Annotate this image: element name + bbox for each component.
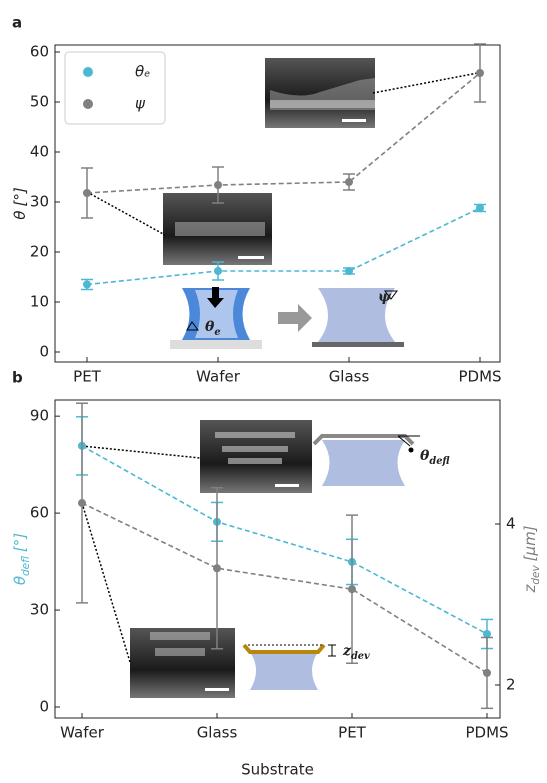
y2-tick-label: 2 — [506, 675, 516, 693]
annotation: θdefl — [420, 448, 450, 467]
figure: a0102030405060PETWaferGlassPDMSθ[°]θₑψθe… — [0, 0, 547, 783]
inset-image — [163, 193, 272, 265]
annotation: ψ — [378, 289, 392, 305]
marker — [476, 69, 484, 77]
inset-image — [200, 420, 312, 493]
marker — [345, 267, 353, 275]
x-tick-label: PDMS — [465, 724, 508, 742]
y-axis-label-unit: [°] — [11, 187, 29, 206]
y-axis-label: θdefl [°] — [11, 533, 33, 585]
x-tick-label: Wafer — [196, 368, 241, 386]
y-axis-label-symbol: θ — [11, 211, 29, 220]
y2-tick-label: 4 — [506, 514, 516, 532]
y-tick-label: 60 — [30, 504, 49, 522]
y-tick-label: 30 — [30, 601, 49, 619]
inset-image — [130, 628, 235, 698]
y2-axis-label: zdev[μm] — [521, 525, 543, 593]
marker — [348, 585, 356, 593]
legend-label: ψ — [135, 95, 146, 113]
marker — [483, 669, 491, 677]
y-tick-label: 60 — [30, 43, 49, 61]
marker — [213, 564, 221, 572]
legend-label: θₑ — [135, 63, 150, 81]
series-line — [87, 208, 480, 285]
y-tick-label: 20 — [30, 243, 49, 261]
inset-image — [265, 58, 375, 128]
y2-axis-label-subscript: dev — [530, 565, 542, 585]
y-tick-label: 90 — [30, 407, 49, 425]
legend-marker — [83, 67, 93, 77]
y-tick-label: 30 — [30, 193, 49, 211]
x-axis-label: Substrate — [241, 761, 314, 779]
connector — [82, 503, 130, 662]
y-axis-label: θ [°] — [11, 187, 29, 220]
annotation-subscript: dev — [351, 651, 370, 662]
panel-label: b — [12, 369, 23, 387]
schematic — [244, 645, 336, 690]
marker — [214, 181, 222, 189]
schematic — [170, 287, 404, 349]
x-tick-label: Glass — [329, 368, 370, 386]
marker — [83, 189, 91, 197]
annotation-symbol: ψ — [378, 289, 392, 305]
marker — [214, 267, 222, 275]
annotation-subscript: defl — [429, 456, 450, 467]
y-axis-label-subscript: defl — [20, 556, 32, 576]
annotation-subscript: e — [214, 327, 220, 338]
annotation: zdev — [342, 643, 370, 662]
marker — [345, 178, 353, 186]
x-tick-label: PDMS — [458, 368, 501, 386]
marker — [78, 499, 86, 507]
connector — [87, 192, 165, 235]
y-tick-label: 50 — [30, 93, 49, 111]
marker — [476, 204, 484, 212]
x-tick-label: PET — [338, 724, 367, 742]
y-tick-label: 40 — [30, 143, 49, 161]
y-tick-label: 0 — [39, 698, 49, 716]
schematic — [314, 436, 420, 486]
y2-axis-label-unit: [μm] — [521, 525, 539, 561]
legend-marker — [83, 99, 93, 109]
x-tick-label: Wafer — [60, 724, 105, 742]
y-tick-label: 0 — [39, 343, 49, 361]
panel-label: a — [12, 14, 22, 32]
x-tick-label: PET — [73, 368, 102, 386]
y-axis-label-unit: [°] — [11, 533, 29, 552]
connector — [373, 73, 478, 93]
marker — [83, 281, 91, 289]
y-axis-label-symbol: θ — [11, 576, 29, 585]
y-tick-label: 10 — [30, 293, 49, 311]
x-tick-label: Glass — [197, 724, 238, 742]
